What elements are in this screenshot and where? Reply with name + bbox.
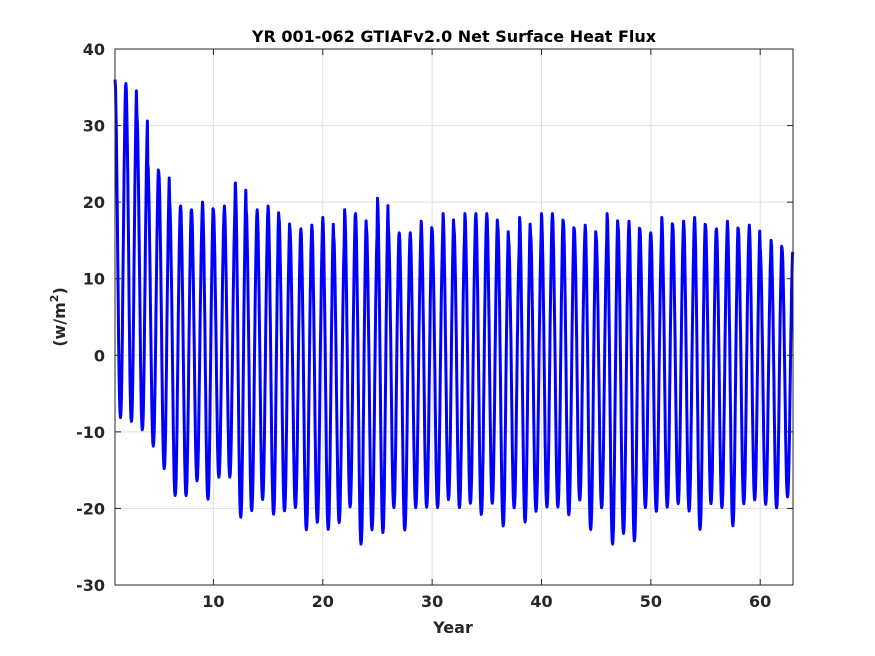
y-tick-label: 20 [83, 193, 105, 212]
y-tick-label: 30 [83, 117, 105, 136]
series-line [113, 79, 795, 546]
x-tick-label: 20 [312, 592, 334, 611]
x-tick-label: 60 [749, 592, 771, 611]
chart-title: YR 001-062 GTIAFv2.0 Net Surface Heat Fl… [251, 27, 657, 46]
x-tick-label: 30 [421, 592, 443, 611]
x-axis-label: Year [432, 618, 473, 637]
ticks-layer: 10 20 30 40 50 60 -30 -20 -10 0 10 20 30 40 [76, 40, 793, 611]
plot-frame [114, 48, 794, 586]
x-tick-label: 10 [202, 592, 224, 611]
y-tick-label: -30 [76, 576, 105, 595]
y-tick-label: 10 [83, 270, 105, 289]
series-layer [113, 79, 795, 546]
x-tick-label: 50 [640, 592, 662, 611]
y-axis-label: (w/m2) [48, 287, 69, 347]
y-axis-label-main: (w/m [50, 302, 69, 347]
y-tick-label: -20 [76, 499, 105, 518]
y-axis-label-sup: 2 [48, 295, 61, 303]
y-tick-label: 0 [94, 346, 105, 365]
y-tick-label: -10 [76, 423, 105, 442]
x-tick-label: 40 [530, 592, 552, 611]
y-tick-label: 40 [83, 40, 105, 59]
y-axis-label-close: ) [50, 287, 69, 294]
